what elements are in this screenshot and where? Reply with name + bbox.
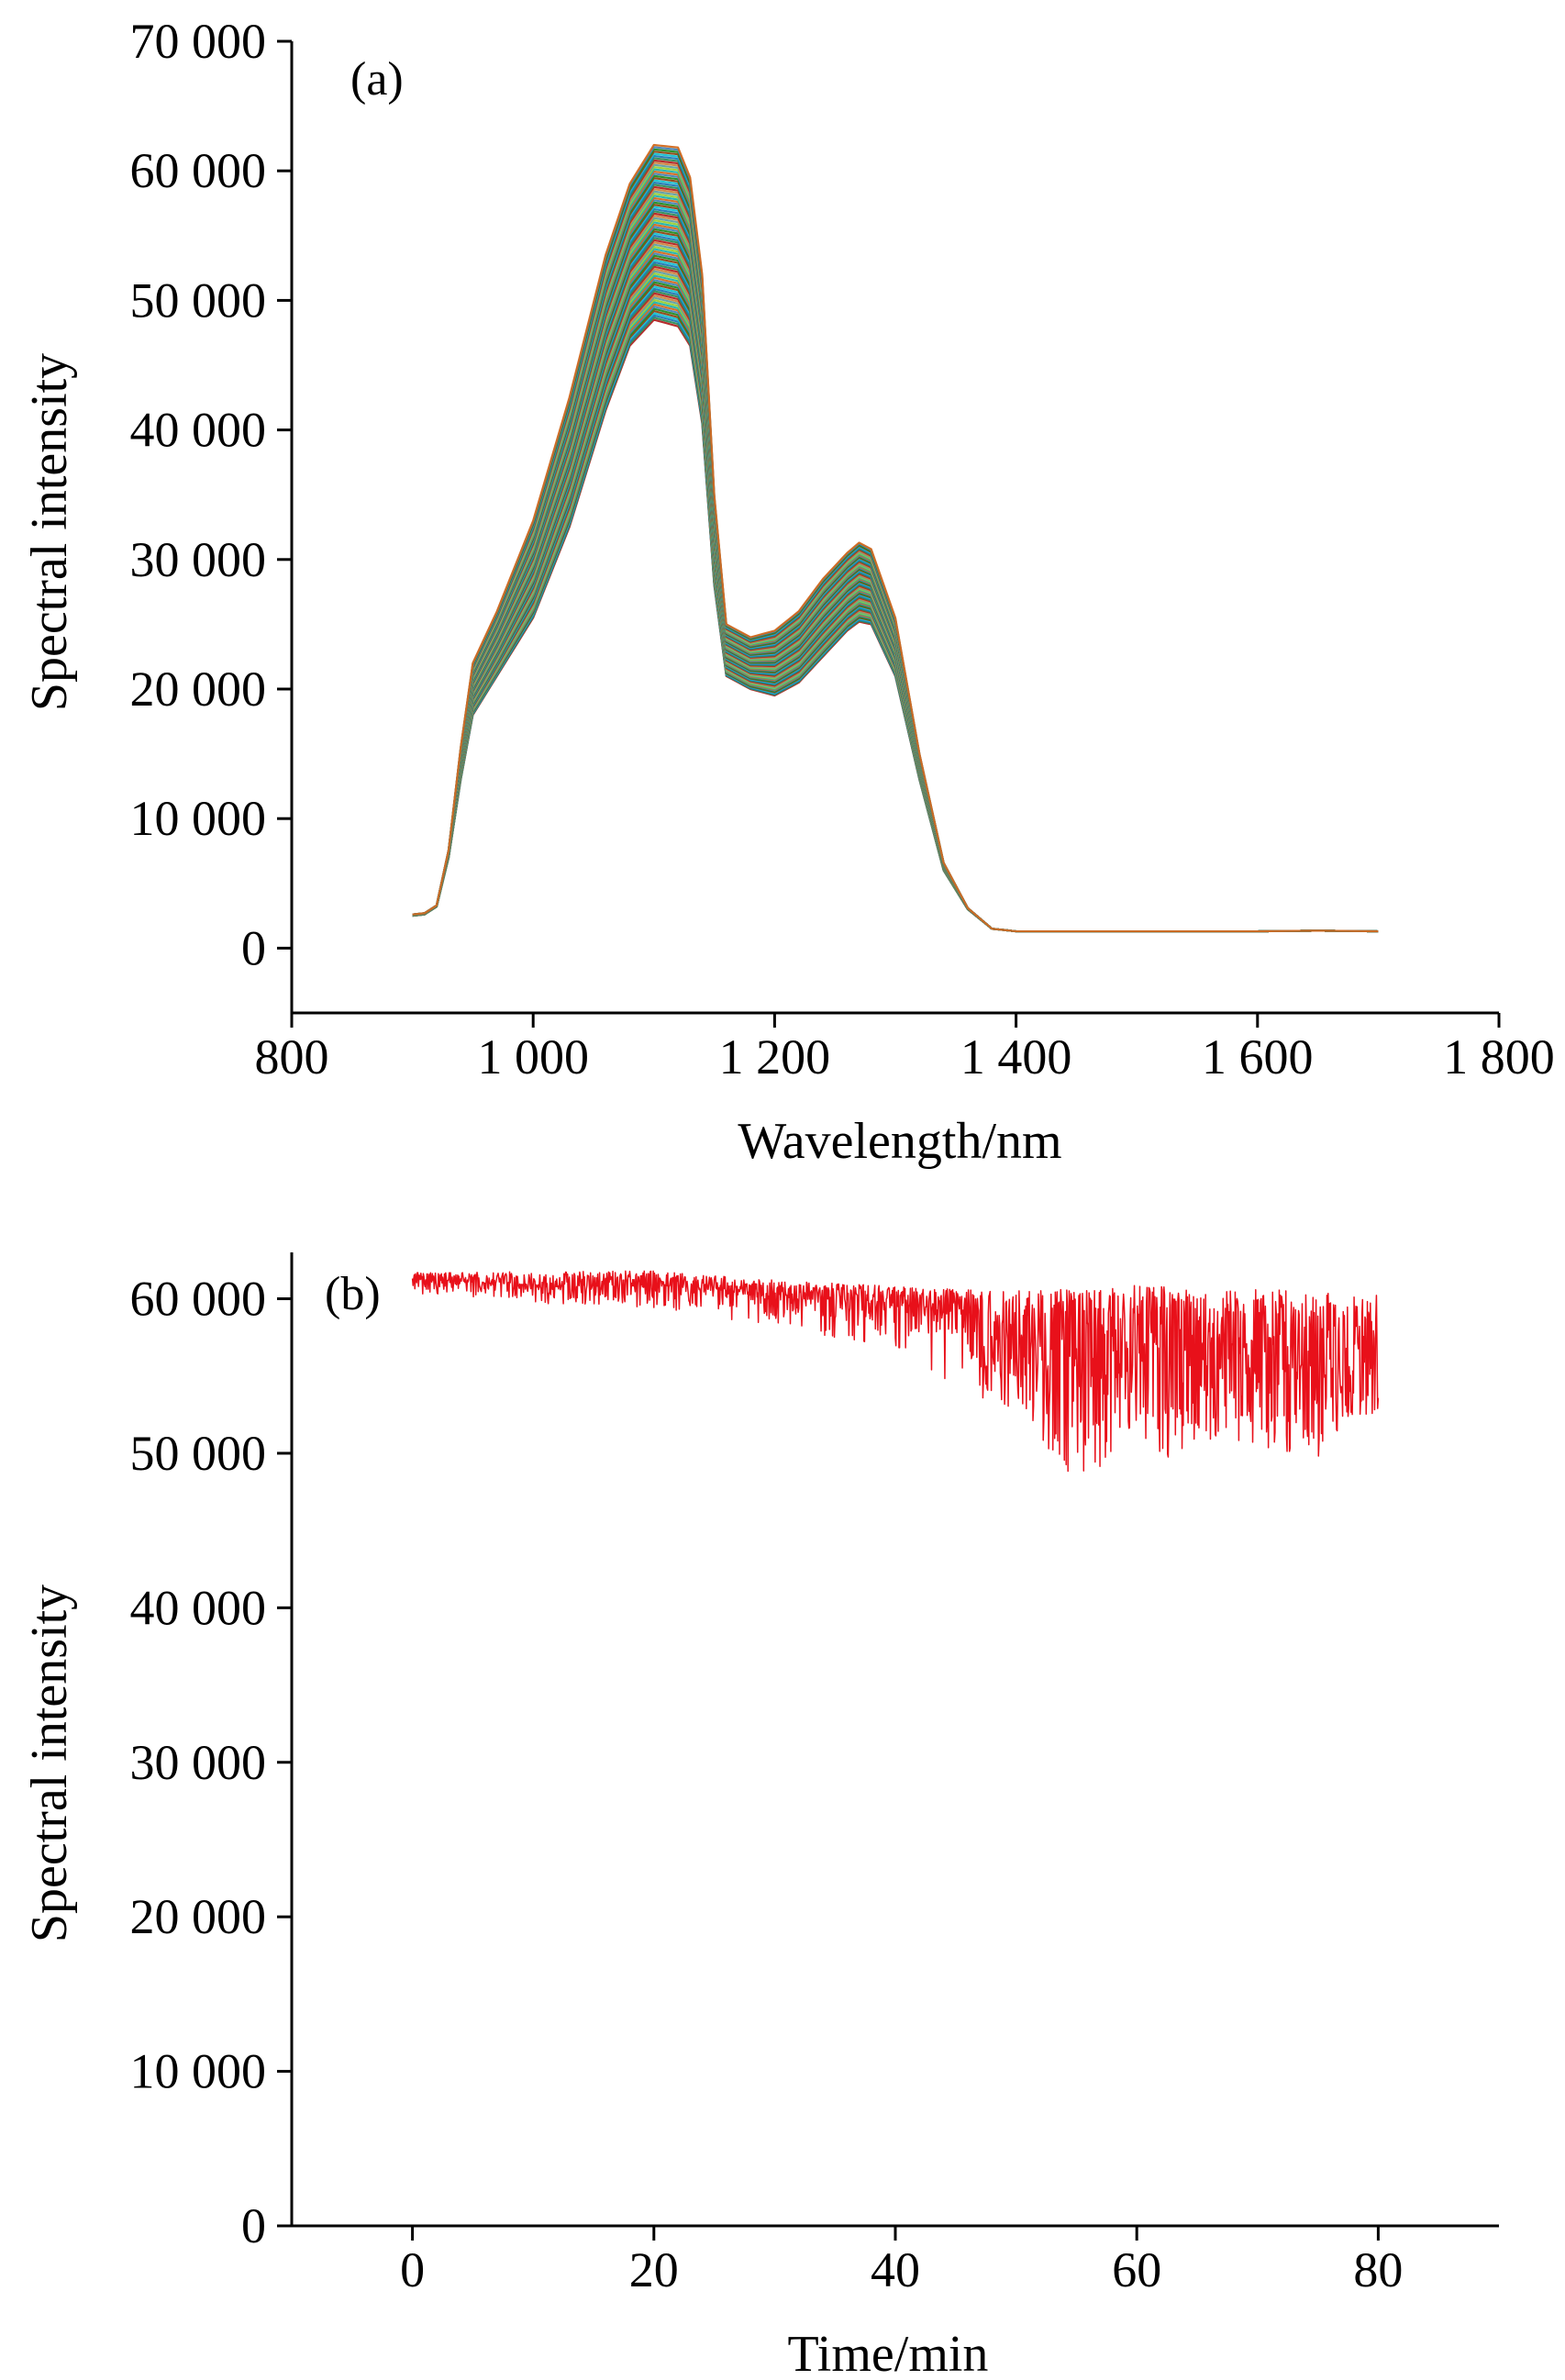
spectrum-line (412, 190, 1379, 933)
spectrum-line (412, 201, 1379, 933)
spectrum-line (412, 210, 1379, 933)
spectrum-line (412, 252, 1379, 933)
x-tick-label: 20 (629, 2242, 679, 2297)
x-tick-label: 0 (400, 2242, 425, 2297)
x-tick-label: 40 (871, 2242, 920, 2297)
spectrum-line (412, 207, 1379, 933)
spectrum-line (412, 261, 1379, 933)
spectrum-line (412, 218, 1379, 933)
y-tick-label: 50 000 (130, 272, 267, 328)
spectrum-line (412, 267, 1379, 933)
spectrum-line (412, 245, 1379, 933)
spectrum-line (412, 296, 1379, 933)
spectrum-line (412, 196, 1379, 933)
y-ticks-a: 0 10 000 20 000 30 000 40 000 50 000 60 000 70 … (130, 14, 292, 975)
y-tick-label: 60 000 (130, 1272, 267, 1327)
panel-label-b: (b) (325, 1268, 381, 1320)
spectrum-line (412, 285, 1379, 933)
spectrum-line (412, 234, 1379, 933)
y-tick-label: 70 000 (130, 14, 267, 69)
spectrum-line (412, 232, 1379, 933)
spectrum-line (412, 272, 1379, 933)
time-series-group (411, 1270, 1380, 1473)
spectrum-line (412, 248, 1379, 933)
y-axis-label-b: Spectral intensity (21, 1585, 78, 1942)
x-axis-label-b: Time/min (788, 2326, 989, 2380)
x-tick-label: 800 (255, 1029, 329, 1084)
spectrum-line (412, 204, 1379, 933)
spectrum-line (412, 199, 1379, 933)
x-ticks-a: 800 1 000 1 200 1 400 1 600 1 800 (255, 1013, 1555, 1084)
spectrum-line (412, 229, 1379, 933)
spectrum-line (412, 265, 1379, 933)
x-tick-label: 60 (1112, 2242, 1161, 2297)
spectrum-line (412, 195, 1379, 933)
spectrum-line (412, 256, 1379, 933)
y-tick-label: 60 000 (130, 143, 267, 198)
spectrum-line (412, 215, 1379, 933)
y-tick-label: 30 000 (130, 532, 267, 587)
spectrum-line (412, 294, 1379, 933)
spectrum-line (412, 143, 1379, 933)
y-tick-label: 50 000 (130, 1426, 267, 1481)
x-tick-label: 1 200 (719, 1029, 831, 1084)
panel-label-a: (a) (350, 53, 404, 106)
spectrum-line (412, 212, 1379, 933)
spectrum-line (412, 243, 1379, 933)
y-tick-label: 30 000 (130, 1735, 267, 1790)
intensity-time-series-line (411, 1270, 1380, 1473)
spectrum-line (412, 221, 1379, 933)
y-tick-label: 10 000 (130, 791, 267, 846)
spectrum-line (412, 226, 1379, 933)
spectrum-line (412, 250, 1379, 933)
y-tick-label: 40 000 (130, 1580, 267, 1635)
spectrum-line (412, 228, 1379, 933)
y-ticks-b: 0 10 000 20 000 30 000 40 000 50 000 60 000 (130, 1272, 292, 2253)
spectrum-line (412, 188, 1379, 933)
x-tick-label: 1 600 (1202, 1029, 1314, 1084)
y-tick-label: 0 (241, 920, 266, 975)
x-ticks-b: 0 20 40 60 80 (400, 2226, 1403, 2297)
spectrum-line (412, 263, 1379, 933)
spectrum-line (412, 217, 1379, 933)
spectrum-line (412, 279, 1379, 933)
spectrum-line (412, 283, 1379, 933)
spectrum-line (412, 237, 1379, 933)
spectrum-line (412, 259, 1379, 933)
spectrum-line (412, 206, 1379, 933)
chart-panel-b: 0 20 40 60 80 0 10 000 20 000 30 000 40 000 50 00… (21, 1252, 1499, 2380)
spectrum-line (412, 223, 1379, 933)
spectrum-line (412, 290, 1379, 933)
spectrum-line (412, 292, 1379, 933)
x-axis-label-a: Wavelength/nm (738, 1113, 1061, 1170)
y-axis-label-a: Spectral intensity (21, 353, 78, 711)
y-tick-label: 20 000 (130, 1889, 267, 1944)
spectrum-line (412, 276, 1379, 933)
x-tick-label: 1 000 (477, 1029, 589, 1084)
y-tick-label: 20 000 (130, 662, 267, 717)
x-tick-label: 1 800 (1443, 1029, 1555, 1084)
spectrum-line (412, 287, 1379, 933)
spectrum-line (412, 281, 1379, 933)
spectrum-line (412, 192, 1379, 933)
spectra-series-group (412, 143, 1379, 933)
spectrum-line (412, 274, 1379, 933)
x-tick-label: 1 400 (960, 1029, 1072, 1084)
chart-panel-a: 800 1 000 1 200 1 400 1 600 1 800 0 10 000 20 0… (21, 14, 1555, 1170)
spectrum-line (412, 241, 1379, 933)
y-tick-label: 40 000 (130, 403, 267, 458)
axes-a (290, 41, 1499, 1015)
x-tick-label: 80 (1353, 2242, 1403, 2297)
spectrum-line (412, 254, 1379, 933)
spectrum-line (412, 239, 1379, 933)
y-tick-label: 10 000 (130, 2044, 267, 2099)
y-tick-label: 0 (241, 2198, 266, 2253)
spectrum-line (412, 270, 1379, 933)
